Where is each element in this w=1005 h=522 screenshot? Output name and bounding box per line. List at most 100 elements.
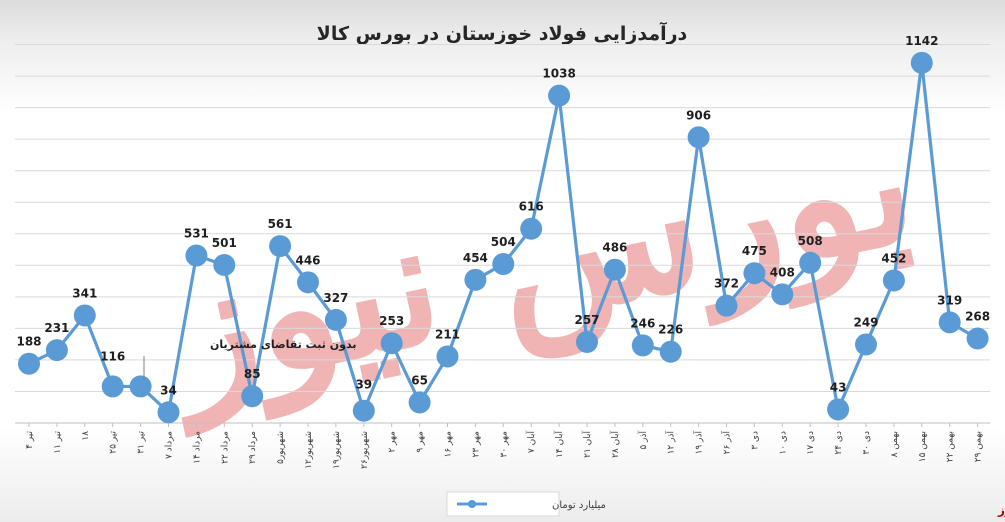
data-point — [73, 304, 96, 327]
data-point — [269, 235, 292, 258]
data-label: 39 — [355, 378, 372, 392]
data-label: 226 — [658, 323, 683, 337]
data-label: 34 — [160, 383, 177, 397]
data-label: 372 — [714, 277, 739, 291]
x-tick-label: ۲ مهر — [388, 431, 398, 453]
x-tick-label: ۱۴ آبان — [553, 431, 565, 458]
x-tick-label: ۲۶ آذر — [721, 431, 733, 455]
x-tick-label: ۲۲ بهمن — [946, 431, 956, 462]
x-tick-label: ۷ آبان — [525, 431, 537, 454]
data-label: 85 — [244, 367, 261, 381]
data-label: 253 — [379, 314, 404, 328]
data-point — [380, 332, 403, 355]
x-tick-label: ۱۹شهریور — [332, 431, 342, 469]
data-point — [966, 327, 989, 350]
x-tick-label: ۵ آذر — [637, 431, 649, 450]
x-tick-label: ۲۸ آبان — [609, 431, 621, 458]
x-tick-label: ۲۹ بهمن — [974, 431, 984, 462]
x-tick-label: ۱۶ مهر — [444, 431, 454, 458]
legend: میلیارد تومان — [446, 491, 606, 517]
data-label: 249 — [853, 315, 878, 329]
x-tick-label: ۲۶شهریور — [360, 431, 370, 469]
data-point — [213, 253, 236, 276]
x-tick-label: ۱۰ دی — [778, 431, 788, 455]
data-point — [492, 253, 515, 276]
data-point — [938, 311, 961, 334]
data-point — [352, 399, 375, 422]
data-point — [129, 375, 152, 398]
data-label: 188 — [16, 335, 41, 349]
data-point — [799, 251, 822, 274]
data-label: 268 — [965, 309, 990, 323]
chart-title: درآمدزایی فولاد خوزستان در بورس کالا — [317, 21, 688, 45]
x-tick-label: ۸ بهمن — [890, 431, 900, 457]
x-tick-label: ۱۴ مرداد — [192, 431, 202, 464]
data-point — [659, 340, 682, 363]
brand-label: بورس نیوز — [997, 503, 1005, 518]
gridlines — [15, 44, 990, 392]
data-label: 257 — [574, 313, 599, 327]
data-label: 65 — [411, 374, 428, 388]
data-label: 906 — [686, 108, 711, 122]
data-point — [910, 51, 933, 74]
data-label: 211 — [435, 327, 460, 341]
data-label: 446 — [295, 253, 320, 267]
data-label: 561 — [268, 217, 293, 231]
data-point — [18, 352, 40, 375]
x-tick-label: ۲۹ مرداد — [248, 431, 258, 464]
x-tick-label: ۳۰ مهر — [499, 431, 509, 458]
data-label: 531 — [184, 227, 209, 241]
data-point — [408, 391, 431, 414]
data-point — [743, 262, 766, 285]
data-point — [548, 84, 571, 107]
data-point — [157, 401, 180, 424]
x-tick-label: ۱۹ آذر — [693, 431, 705, 455]
data-label: 475 — [742, 244, 767, 258]
data-point — [715, 294, 738, 317]
data-point — [631, 334, 654, 357]
data-label: 452 — [881, 251, 906, 265]
data-point — [241, 385, 264, 408]
data-label: 319 — [937, 293, 962, 307]
series-points — [18, 51, 989, 424]
data-label: 1038 — [542, 67, 575, 81]
data-label: 501 — [212, 236, 237, 250]
x-tick-label: ۱۱ تیر — [53, 431, 63, 454]
x-tick-label: ۲۴ دی — [834, 431, 844, 455]
x-tick-label: ۷ مرداد — [165, 431, 175, 459]
x-axis-ticks: ۴ تیر ۱۱ تیر ۱۸ ۲۵ تیر ۳۱ تیر ۷ مرداد ۱۴ مرداد… — [25, 423, 984, 469]
data-label: 508 — [798, 234, 823, 248]
x-tick-label: ۱۸ — [81, 431, 91, 441]
data-point — [101, 375, 124, 398]
data-label: 116 — [100, 349, 125, 363]
data-point — [436, 345, 459, 368]
data-label: 408 — [770, 265, 795, 279]
data-label: 341 — [72, 286, 97, 300]
data-label: 486 — [602, 241, 627, 255]
x-tick-label: ۱۵ بهمن — [918, 431, 928, 462]
x-tick-label: ۲۲ مرداد — [220, 431, 230, 464]
x-tick-label: ۱۲شهریور — [304, 431, 314, 469]
data-label: 1142 — [905, 34, 938, 48]
data-point — [855, 333, 877, 356]
x-tick-label: ۲۵ تیر — [109, 431, 119, 454]
x-tick-label: ۳ دی — [750, 431, 760, 450]
x-tick-label: ۳۰ دی — [862, 431, 872, 455]
data-label: 43 — [830, 380, 847, 394]
x-tick-label: ۹ مهر — [416, 431, 426, 453]
data-label: 504 — [491, 235, 516, 249]
data-point — [185, 244, 208, 267]
data-label: 327 — [323, 291, 348, 305]
x-tick-label: ۳۱ تیر — [137, 431, 147, 454]
data-point — [687, 126, 710, 149]
data-point — [827, 398, 850, 421]
data-point — [45, 339, 68, 362]
data-point — [464, 268, 487, 291]
data-point — [576, 330, 598, 353]
data-point — [603, 258, 626, 281]
data-label: 454 — [463, 251, 488, 265]
x-tick-label: ۲۳ مهر — [471, 431, 481, 458]
x-tick-label: ۱۲ آذر — [665, 431, 677, 455]
